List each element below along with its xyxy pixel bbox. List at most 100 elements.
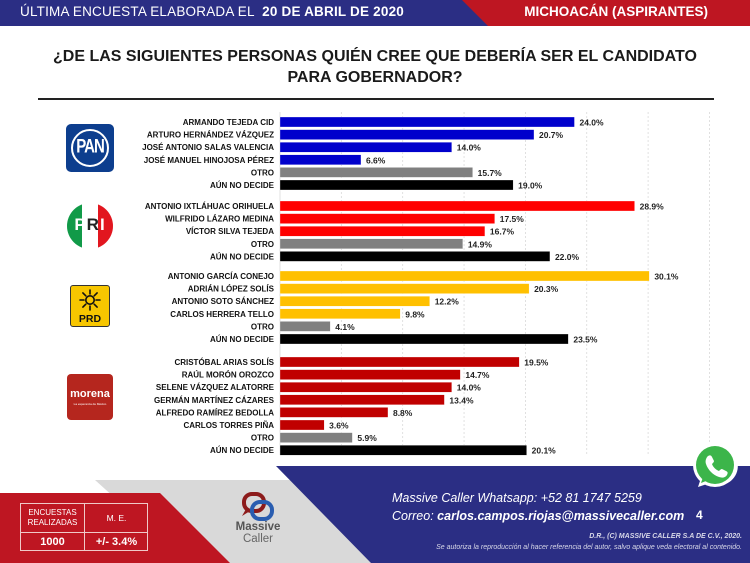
pan-logo-text: PAN [76, 135, 105, 158]
pri-green [67, 203, 83, 249]
category-label: OTRO [251, 240, 274, 249]
bar-morena [279, 407, 389, 418]
bar-morena [279, 356, 520, 368]
email-label: Correo: [392, 509, 434, 523]
surveys-value: 1000 [21, 533, 85, 551]
prd-logo-text: PRD [78, 313, 102, 325]
header-red-band [462, 0, 750, 26]
bar-pri [279, 226, 486, 237]
data-label: 3.6% [329, 421, 349, 431]
page-number: 4 [696, 508, 703, 522]
category-label: GERMÁN MARTÍNEZ CÁZARES [154, 396, 275, 405]
morena-logo: morena La esperanza de México [67, 374, 113, 420]
email-line: Correo: carlos.campos.riojas@massivecall… [392, 507, 684, 525]
pri-letter-p: P [74, 215, 87, 234]
category-label: CARLOS TORRES PIÑA [183, 421, 274, 430]
bar-pan [279, 154, 362, 165]
copyright-block: D.R., (C) MASSIVE CALLER S.A DE C.V., 20… [436, 531, 742, 553]
data-label: 15.7% [478, 168, 503, 178]
bar-prd [279, 321, 331, 332]
data-label: 4.1% [335, 322, 355, 332]
pri-letter-i: I [99, 215, 106, 234]
data-label: 22.0% [555, 252, 580, 262]
sun-icon [79, 289, 101, 311]
data-label: 17.5% [500, 214, 525, 224]
data-label: 20.3% [534, 284, 559, 294]
survey-date-label: ÚLTIMA ENCUESTA ELABORADA EL [20, 4, 255, 19]
whatsapp-label: Massive Caller Whatsapp: [392, 491, 538, 505]
data-label: 19.5% [524, 358, 549, 368]
category-label: OTRO [251, 434, 274, 443]
bar-morena [279, 419, 325, 431]
margin-error-value: +/- 3.4% [95, 536, 138, 548]
bar-prd [279, 296, 430, 307]
header-bar: ÚLTIMA ENCUESTA ELABORADA EL 20 DE ABRIL… [0, 0, 750, 26]
pan-logo-ring [71, 129, 109, 167]
bar-pri [279, 238, 463, 249]
data-label: 24.0% [579, 118, 604, 128]
data-label: 14.7% [465, 370, 490, 380]
bar-pan [279, 142, 452, 153]
data-label: 6.6% [366, 155, 386, 165]
data-label: 23.5% [573, 335, 598, 345]
whatsapp-number[interactable]: +52 81 1747 5259 [540, 491, 642, 505]
data-label: 30.1% [654, 272, 679, 282]
category-label: ARMANDO TEJEDA CID [183, 118, 274, 127]
category-label: SELENE VÁZQUEZ ALATORRE [156, 383, 275, 392]
email-link[interactable]: carlos.campos.riojas@massivecaller.com [437, 509, 685, 523]
whatsapp-icon[interactable] [688, 441, 740, 493]
data-label: 14.0% [457, 143, 482, 153]
category-label: ANTONIO IXTLÁHUAC ORIHUELA [145, 202, 274, 211]
data-label: 20.7% [539, 130, 564, 140]
bar-pan [279, 167, 473, 178]
category-label: ANTONIO GARCÍA CONEJO [168, 272, 274, 281]
data-label: 9.8% [405, 309, 425, 319]
category-label: WILFRIDO LÁZARO MEDINA [165, 215, 274, 224]
data-label: 5.9% [357, 433, 377, 443]
bar-pan [279, 116, 575, 128]
category-label: AÚN NO DECIDE [210, 252, 275, 261]
category-label: ARTURO HERNÁNDEZ VÁZQUEZ [147, 131, 274, 140]
category-label: AÚN NO DECIDE [210, 335, 275, 344]
category-label: OTRO [251, 168, 274, 177]
chat-bubbles-icon [242, 492, 274, 521]
category-label: AÚN NO DECIDE [210, 446, 275, 455]
massive-caller-logo: Massive Caller [230, 492, 286, 556]
category-label: OTRO [251, 322, 274, 331]
pan-logo: PAN [66, 124, 114, 172]
bar-prd [279, 308, 401, 319]
region-title: MICHOACÁN (ASPIRANTES) [524, 4, 708, 19]
pri-white [82, 203, 98, 249]
bar-pri [279, 213, 495, 224]
category-label: ADRIÁN LÓPEZ SOLÍS [188, 285, 275, 294]
bar-pan [279, 179, 514, 191]
category-label: RAÚL MORÓN OROZCO [182, 371, 274, 380]
survey-stats-table: ENCUESTAS REALIZADAS M. E. 1000 +/- 3.4% [20, 503, 148, 551]
margin-error-header: M. E. [85, 504, 148, 533]
bar-morena [279, 445, 527, 456]
category-label: JOSÉ MANUEL HINOJOSA PÉREZ [144, 156, 274, 165]
contact-info: Massive Caller Whatsapp: +52 81 1747 525… [392, 489, 684, 525]
bar-morena [279, 369, 461, 380]
data-label: 8.8% [393, 408, 413, 418]
data-label: 16.7% [490, 227, 515, 237]
morena-logo-text: morena [70, 388, 110, 400]
category-label: CARLOS HERRERA TELLO [170, 310, 274, 319]
brand-name-line2: Caller [242, 533, 274, 545]
category-label: VÍCTOR SILVA TEJEDA [186, 227, 274, 236]
brand-name-line1: Massive [235, 521, 281, 533]
bar-prd [279, 333, 569, 345]
data-label: 14.9% [468, 239, 493, 249]
bar-pan [279, 129, 535, 140]
bar-prd [279, 283, 530, 294]
data-label: 20.1% [532, 446, 557, 456]
survey-date-text: ÚLTIMA ENCUESTA ELABORADA EL 20 DE ABRIL… [20, 4, 404, 19]
pri-letter-r: R [86, 215, 100, 234]
bar-morena [279, 394, 445, 405]
copyright-text: D.R., (C) MASSIVE CALLER S.A DE C.V., 20… [589, 533, 742, 540]
category-label: AÚN NO DECIDE [210, 181, 275, 190]
bar-morena [279, 432, 353, 443]
category-label: CRISTÓBAL ARIAS SOLÍS [174, 358, 274, 367]
